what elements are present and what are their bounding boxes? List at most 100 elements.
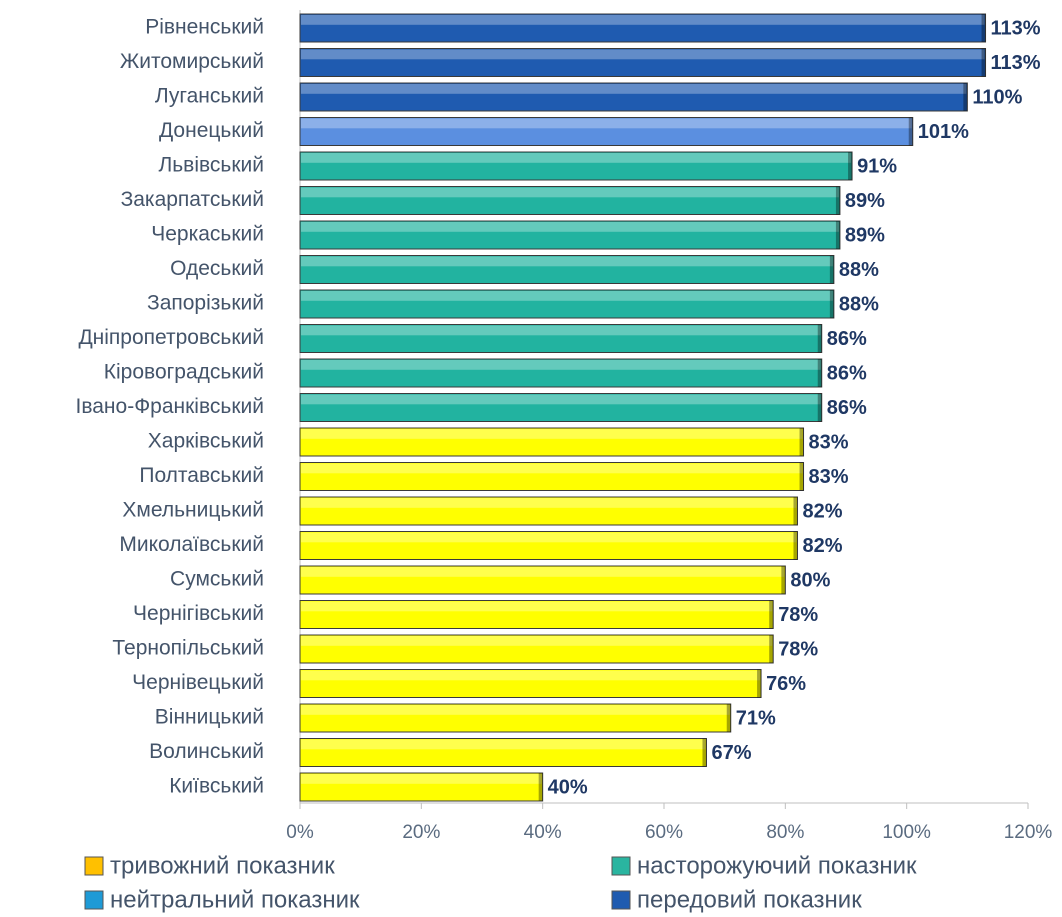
legend-swatch [84,856,104,876]
bar-edge [702,738,707,767]
bar-highlight [301,394,821,405]
bar [299,600,774,629]
bar-highlight [301,291,833,301]
y-tick-label: Чернівецький [132,671,264,694]
y-tick-label: Полтавський [139,464,264,487]
y-tick-label: Хмельницький [122,499,264,522]
bar-highlight [301,325,821,336]
bar-edge [981,48,986,77]
bar [299,151,853,181]
bar-edge [769,635,774,663]
bar-edge [981,14,986,42]
bar-highlight [301,636,773,646]
y-tick-label: Кіровоградський [104,361,264,384]
bar-highlight [301,739,706,750]
bar [299,117,914,146]
legend-label: передовий показник [637,886,862,913]
y-tick-label: Волинський [149,740,264,763]
bar [299,220,841,250]
bar-highlight [301,670,761,681]
y-tick-label: Миколаївський [119,533,264,556]
bar-edge [908,117,913,146]
value-label: 40% [548,776,588,798]
legend-swatch [611,856,631,876]
value-label: 101% [918,121,969,143]
bar [299,669,762,698]
bar-highlight [301,118,912,129]
bar-edge [793,497,798,525]
value-label: 83% [809,466,849,488]
x-tick-label: 120% [1004,822,1053,843]
bar-edge [835,221,840,249]
value-label: 67% [711,742,751,764]
bar-edge [781,566,786,594]
y-tick-label: Харківський [148,430,264,453]
y-tick-label: Тернопільський [112,637,264,660]
bar-edge [848,152,853,180]
legend-label: нейтральний показник [110,886,360,913]
bar [299,496,798,526]
bar-highlight [301,705,730,715]
bar [299,13,987,43]
bar-edge [829,290,834,318]
bar-highlight [301,187,839,198]
bar-highlight [301,222,839,232]
x-tick-label: 40% [524,822,562,843]
value-label: 88% [839,293,879,315]
y-tick-label: Рівненський [145,16,264,39]
value-label: 86% [827,362,867,384]
bar-highlight [301,429,803,439]
bar-edge [829,255,834,284]
value-label: 82% [802,500,842,522]
x-tick-label: 80% [766,822,804,843]
value-label: 80% [790,569,830,591]
value-label: 82% [802,535,842,557]
bar-edge [726,704,731,732]
bar-highlight [301,360,821,370]
value-label: 88% [839,259,879,281]
bar-edge [799,428,804,456]
bar-highlight [301,256,833,267]
value-label: 91% [857,155,897,177]
y-tick-label: Івано-Франківський [76,395,265,418]
bar-edge [769,600,774,629]
bar [299,634,774,664]
x-tick-label: 60% [645,822,683,843]
value-label: 83% [809,431,849,453]
bar [299,255,835,284]
bar [299,48,987,77]
y-tick-label: Житомирський [120,50,264,73]
y-tick-label: Запорізький [147,292,264,315]
value-label: 78% [778,604,818,626]
bar [299,462,805,491]
y-tick-label: Одеський [170,257,264,280]
bar-highlight [301,153,852,163]
bar [299,186,841,215]
bar-edge [835,186,840,215]
bar-highlight [301,498,797,508]
value-label: 113% [991,52,1041,74]
bar-edge [817,359,822,387]
bar [299,393,823,422]
x-tick-label: 20% [402,822,440,843]
bar-edge [757,669,762,698]
bar [299,772,544,802]
y-tick-label: Львівський [158,154,264,177]
bar-highlight [301,774,542,784]
x-tick-label: 100% [882,822,931,843]
bar-highlight [301,49,985,60]
bar-highlight [301,84,967,94]
y-tick-label: Дніпропетровський [78,326,264,349]
bar-edge [817,324,822,353]
value-label: 71% [736,707,776,729]
bar [299,565,786,595]
x-tick-label: 0% [286,822,314,843]
y-tick-label: Вінницький [155,706,264,729]
bar-edge [793,531,798,560]
value-label: 110% [972,86,1022,108]
bar-edge [538,773,543,801]
bar [299,738,707,767]
bar-highlight [301,532,797,543]
value-label: 76% [766,673,806,695]
